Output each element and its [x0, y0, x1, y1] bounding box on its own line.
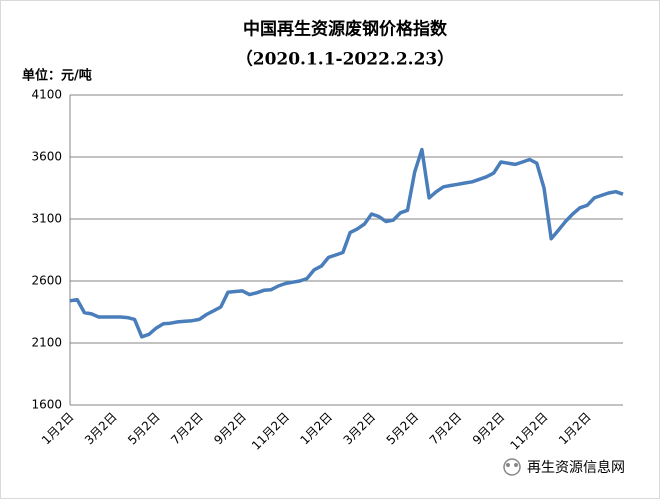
y-tick-label: 2600: [31, 274, 62, 288]
unit-label: 单位：元/吨: [22, 68, 92, 84]
chart-subtitle: （2020.1.1-2022.2.23）: [236, 49, 455, 70]
watermark-icon: [514, 463, 518, 467]
y-tick-label: 3100: [31, 212, 62, 226]
watermark-text: 再生资源信息网: [527, 459, 625, 476]
y-tick-label: 4100: [31, 88, 62, 102]
chart-title: 中国再生资源废钢价格指数: [243, 19, 448, 40]
y-tick-label: 2100: [31, 336, 62, 350]
watermark-icon: [503, 458, 521, 476]
data-line: [69, 147, 624, 339]
y-tick-label: 3600: [31, 150, 62, 164]
watermark-icon: [506, 463, 510, 467]
y-tick-label: 1600: [31, 398, 62, 412]
watermark: 再生资源信息网: [503, 458, 625, 476]
